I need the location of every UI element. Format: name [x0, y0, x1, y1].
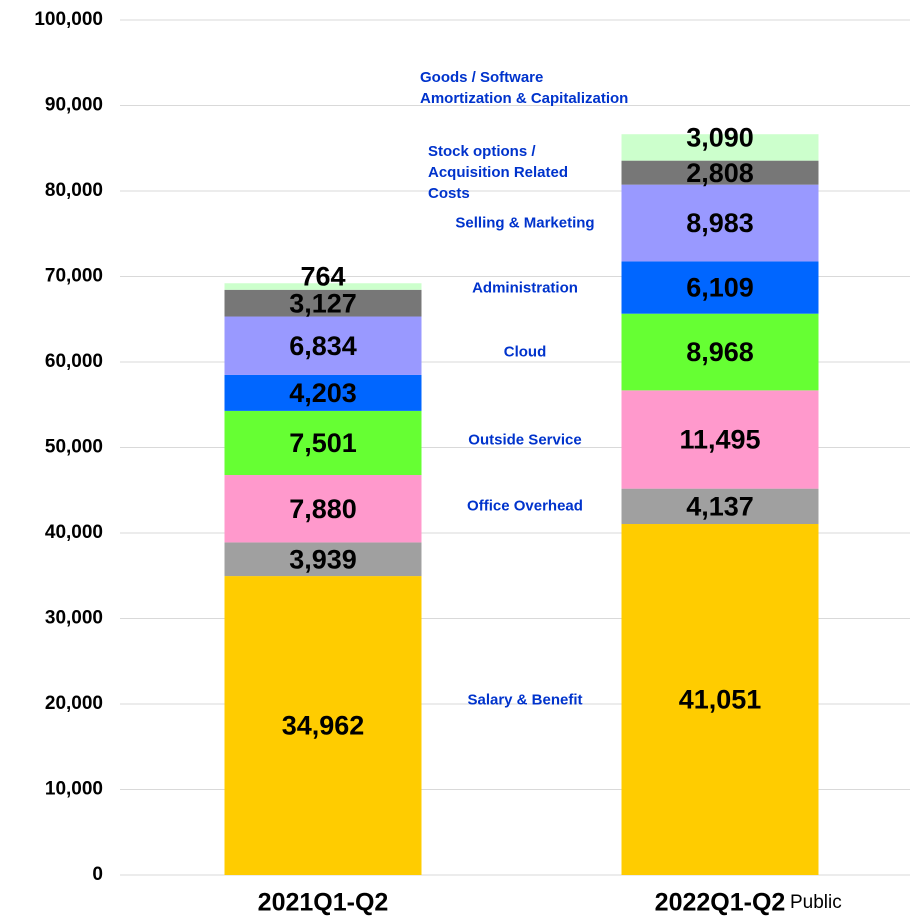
value-label: 6,834 [289, 331, 357, 361]
y-tick-label: 100,000 [34, 9, 103, 30]
bar-segment [224, 410, 422, 476]
y-tick-label: 60,000 [45, 351, 103, 372]
value-label: 8,968 [686, 337, 754, 367]
bar-segment [621, 184, 819, 262]
series-label: Goods / Software Amortization & Capitali… [420, 69, 629, 108]
bar-segment [224, 289, 422, 317]
y-tick-label: 20,000 [45, 693, 103, 714]
y-tick-label: 80,000 [45, 180, 103, 201]
y-tick-label: 10,000 [45, 779, 103, 800]
value-label: 3,939 [289, 544, 357, 574]
value-label: 7,880 [289, 494, 357, 524]
value-label: 34,962 [282, 711, 365, 741]
value-label: 4,203 [289, 378, 357, 408]
x-tick-label: 2022Q1-Q2 [655, 889, 786, 917]
bar-segment [224, 542, 422, 577]
series-label: Administration [472, 279, 578, 297]
value-label: 4,137 [686, 491, 754, 521]
bar-segment [621, 524, 819, 875]
y-tick-label: 90,000 [45, 95, 103, 116]
value-label: 6,109 [686, 273, 754, 303]
bar-segment [224, 475, 422, 543]
y-tick-label: 30,000 [45, 608, 103, 629]
series-label: Selling & Marketing [455, 214, 595, 232]
series-label: Stock options / Acquisition Related Cost… [428, 143, 569, 203]
bar-segment [621, 160, 819, 185]
annotation: Public [790, 892, 842, 913]
bar-segment [224, 576, 422, 875]
bar-segment [224, 316, 422, 375]
bar-segment [621, 134, 819, 161]
series-label: Salary & Benefit [467, 691, 583, 708]
bar-segment [621, 390, 819, 489]
value-label: 7,501 [289, 428, 357, 458]
value-label: 764 [300, 262, 345, 292]
bar-segment [224, 374, 422, 411]
value-label: 8,983 [686, 208, 754, 238]
value-label: 11,495 [679, 425, 760, 455]
series-label: Outside Service [468, 431, 582, 448]
y-tick-label: 70,000 [45, 266, 103, 287]
value-label: 3,127 [289, 288, 357, 318]
series-label: Office Overhead [467, 497, 583, 515]
x-tick-label: 2021Q1-Q2 [258, 889, 389, 917]
bar-segment [621, 313, 819, 391]
value-label: 41,051 [679, 685, 762, 715]
bar-segment [621, 488, 819, 525]
y-tick-label: 50,000 [45, 437, 103, 458]
bar-segment [224, 283, 422, 290]
value-label: 3,090 [686, 123, 754, 153]
value-label: 2,808 [686, 158, 754, 188]
y-tick-label: 0 [92, 864, 103, 885]
bar-segment [621, 261, 819, 314]
y-tick-label: 40,000 [45, 522, 103, 543]
series-label: Cloud [503, 343, 547, 361]
